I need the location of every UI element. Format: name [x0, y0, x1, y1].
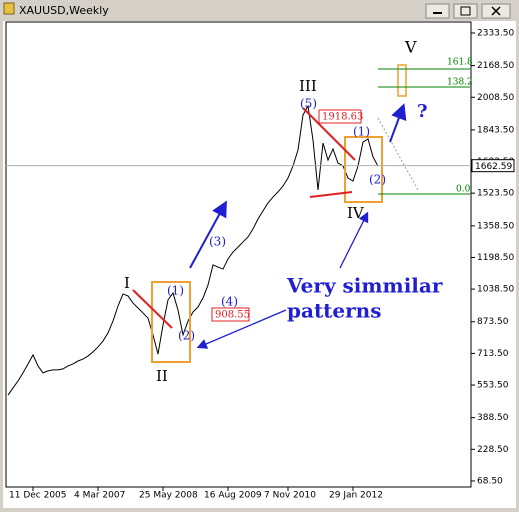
current-price-label: 1662.59	[475, 162, 512, 172]
y-tick-label: 2168.50	[477, 61, 514, 71]
y-tick-label: 228.50	[477, 445, 509, 455]
x-tick-label: 4 Mar 2007	[74, 491, 125, 501]
y-tick-label: 1198.50	[477, 253, 514, 263]
plot	[7, 104, 379, 396]
annotation: 161.8	[447, 58, 473, 68]
annotation: (2)	[178, 329, 195, 343]
annotation: 138.2	[447, 78, 473, 88]
y-tick-label: 1358.50	[477, 221, 514, 231]
annotation: V	[404, 38, 417, 57]
x-tick-label: 11 Dec 2005	[9, 491, 67, 501]
annotation: patterns	[287, 299, 381, 323]
y-tick-label: 68.50	[477, 476, 503, 486]
minimize-button[interactable]	[425, 3, 450, 19]
y-tick-label: 2333.50	[477, 28, 514, 38]
annotation: (5)	[300, 97, 317, 111]
annotation: ?	[417, 101, 428, 122]
y-tick-label: 873.50	[477, 317, 509, 327]
y-tick-label: 1523.50	[477, 189, 514, 199]
annotation: 0.0	[456, 185, 471, 195]
annotation: 908.55	[215, 310, 250, 321]
current-price-box	[471, 159, 515, 173]
window-title: XAUUSD,Weekly	[19, 4, 109, 17]
annotation: II	[156, 367, 168, 385]
wave-markup	[132, 64, 470, 363]
chart-area	[3, 21, 516, 508]
y-tick-label: 713.50	[477, 349, 509, 359]
annotation: (3)	[209, 235, 226, 249]
annotation: Very simmilar	[286, 274, 443, 298]
y-tick-label: 553.50	[477, 381, 509, 391]
y-tick-label: 1038.50	[477, 285, 514, 295]
annotation: (2)	[369, 173, 386, 187]
plot-frame	[5, 21, 472, 488]
y-tick-label: 1843.50	[477, 125, 514, 135]
annotation: (4)	[221, 295, 238, 309]
annotation: (1)	[353, 125, 370, 139]
annotation: I	[124, 274, 130, 292]
x-tick-label: 7 Nov 2010	[264, 491, 316, 501]
annotation: (1)	[167, 284, 184, 298]
maximize-button[interactable]	[453, 3, 478, 19]
y-tick-label: 2008.50	[477, 93, 514, 103]
annotation: III	[299, 77, 317, 95]
price-line	[7, 104, 379, 396]
window-icon	[3, 2, 15, 15]
x-tick-label: 25 May 2008	[139, 491, 198, 501]
annotation: 1918.63	[322, 112, 363, 123]
x-tick-label: 16 Aug 2009	[204, 491, 262, 501]
annotation: IV	[347, 204, 365, 222]
x-tick-label: 29 Jan 2012	[329, 491, 383, 501]
y-tick-label: 388.50	[477, 413, 509, 423]
